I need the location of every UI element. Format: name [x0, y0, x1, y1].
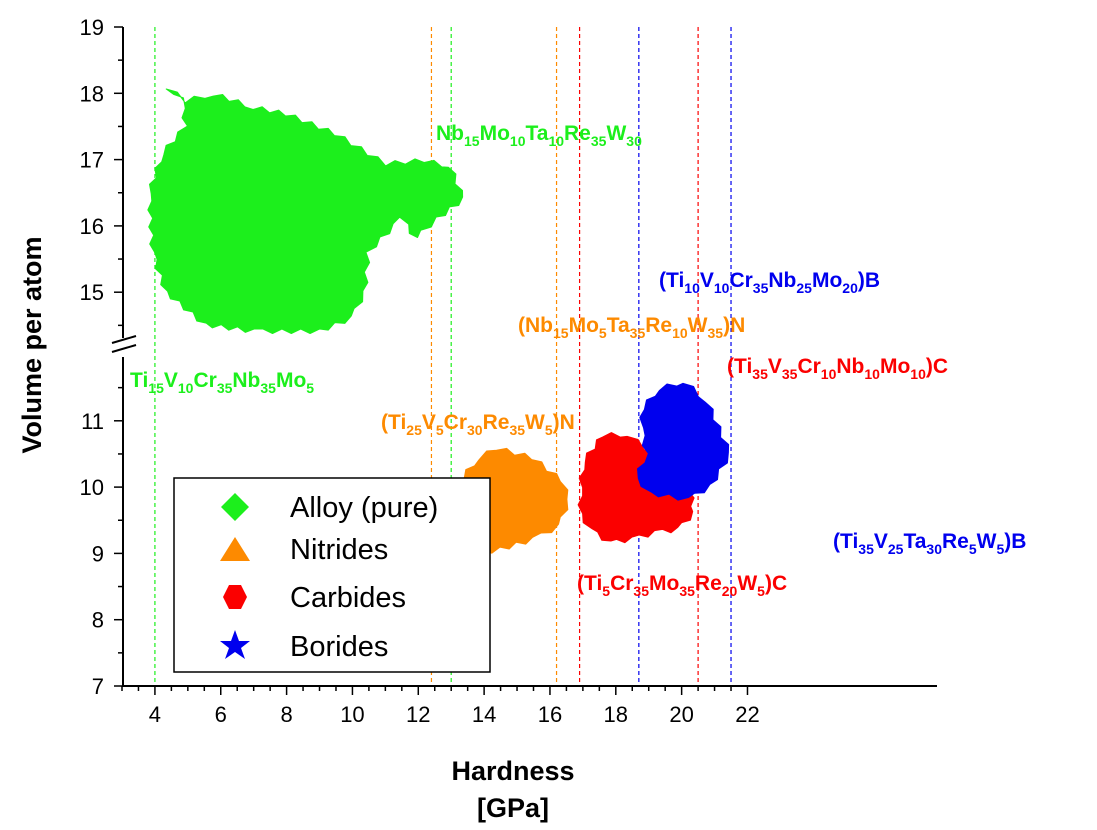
triangle-icon: [220, 537, 250, 561]
y-ticks: 7 8 9 10 11 15 16 17 18 19: [80, 15, 123, 699]
x-ticks: 4 6 8 10 12 14 16 18 20 22: [121, 686, 760, 727]
x-tick-label: 10: [340, 702, 364, 727]
axes: [111, 27, 937, 687]
legend-item-carbides: Carbides: [223, 582, 406, 614]
data-region-alloy-pure: [147, 88, 464, 334]
y-tick-label: 9: [92, 541, 104, 566]
legend-label-borides: Borides: [290, 631, 388, 663]
y-tick-label: 11: [81, 409, 104, 434]
legend-box: [173, 477, 491, 673]
x-tick-label: 18: [604, 702, 628, 727]
diamond-icon: [221, 493, 249, 521]
x-tick-label: 20: [669, 702, 693, 727]
legend-item-borides: Borides: [220, 630, 388, 663]
legend-label-carbides: Carbides: [290, 582, 406, 614]
legend: Alloy (pure) Nitrides Carbides Borides: [173, 477, 491, 673]
x-tick-label: 8: [280, 702, 292, 727]
y-tick-label: 10: [80, 475, 104, 500]
x-tick-label: 6: [215, 702, 227, 727]
legend-label-alloy: Alloy (pure): [290, 492, 438, 524]
x-tick-label: 4: [149, 702, 161, 727]
y-tick-label: 19: [80, 15, 104, 40]
annotations: Nb15Mo10Ta10Re35W30 Ti15V10Cr35Nb35Mo5 (…: [130, 122, 1026, 599]
x-tick-label: 22: [735, 702, 759, 727]
legend-item-alloy: Alloy (pure): [221, 492, 438, 524]
data-region-borides: [637, 382, 730, 501]
annotation-ti10v10cr35nb25mo20-b: (Ti10V10Cr35Nb25Mo20)B: [659, 269, 880, 296]
y-tick-label: 7: [92, 674, 104, 699]
annotation-ti35v25ta30re5w5-b: (Ti35V25Ta30Re5W5)B: [833, 530, 1026, 557]
hexagon-icon: [223, 585, 247, 609]
axis-break-mark-upper: [111, 335, 137, 344]
y-tick-label: 15: [80, 280, 104, 305]
x-tick-label: 16: [538, 702, 562, 727]
x-axis-label: Hardness: [451, 756, 574, 786]
axis-break-mark-lower: [111, 344, 137, 353]
annotation-ti5cr35mo35re20w5-c: (Ti5Cr35Mo35Re20W5)C: [577, 572, 787, 599]
annotation-ti15v10cr35nb35mo5: Ti15V10Cr35Nb35Mo5: [130, 369, 314, 396]
data-regions: [147, 88, 730, 558]
y-tick-label: 8: [92, 608, 104, 633]
y-tick-label: 18: [80, 81, 104, 106]
y-axis-label: Volume per atom: [17, 236, 47, 453]
annotation-ti35v35cr10nb10mo10-c: (Ti35V35Cr10Nb10Mo10)C: [727, 355, 948, 382]
x-axis-unit-label: [GPa]: [477, 793, 549, 823]
x-tick-label: 14: [472, 702, 496, 727]
annotation-nb15mo10ta10re35w30: Nb15Mo10Ta10Re35W30: [436, 122, 642, 149]
x-tick-label: 12: [406, 702, 430, 727]
y-tick-label: 17: [80, 148, 104, 173]
annotation-ti25v5cr30re35w5-n: (Ti25V5Cr30Re35W5)N: [381, 411, 575, 438]
y-tick-label: 16: [80, 214, 104, 239]
star-icon: [220, 630, 250, 659]
legend-item-nitrides: Nitrides: [220, 534, 388, 566]
legend-label-nitrides: Nitrides: [290, 534, 388, 566]
annotation-nb15mo5ta35re10w35-n: (Nb15Mo5Ta35Re10W35)N: [518, 314, 745, 341]
